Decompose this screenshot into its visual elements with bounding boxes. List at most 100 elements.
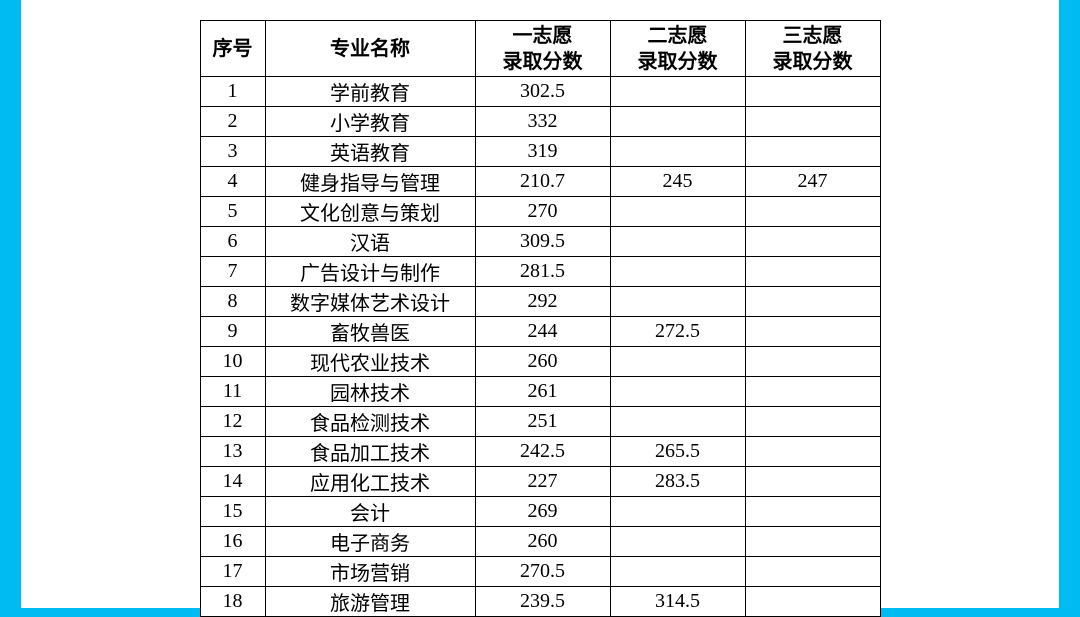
cell-score-2 <box>610 347 745 377</box>
table-body: 1学前教育302.52小学教育3323英语教育3194健身指导与管理210.72… <box>200 77 880 617</box>
cell-major-name: 市场营销 <box>265 557 475 587</box>
table-row: 2小学教育332 <box>200 107 880 137</box>
cell-score-3 <box>745 557 880 587</box>
cell-score-3 <box>745 317 880 347</box>
cell-score-2 <box>610 497 745 527</box>
cell-score-1: 251 <box>475 407 610 437</box>
cell-score-2 <box>610 77 745 107</box>
cell-score-2: 314.5 <box>610 587 745 617</box>
cell-index: 11 <box>200 377 265 407</box>
table-row: 7广告设计与制作281.5 <box>200 257 880 287</box>
cell-index: 3 <box>200 137 265 167</box>
cell-score-1: 244 <box>475 317 610 347</box>
cell-major-name: 畜牧兽医 <box>265 317 475 347</box>
cell-major-name: 现代农业技术 <box>265 347 475 377</box>
cell-score-2 <box>610 257 745 287</box>
header-major-name: 专业名称 <box>265 21 475 77</box>
table-header: 序号 专业名称 一志愿录取分数 二志愿录取分数 三志愿录取分数 <box>200 21 880 77</box>
cell-score-3 <box>745 227 880 257</box>
cell-score-2: 245 <box>610 167 745 197</box>
header-index: 序号 <box>200 21 265 77</box>
cell-major-name: 数字媒体艺术设计 <box>265 287 475 317</box>
cell-score-3 <box>745 137 880 167</box>
table-row: 16电子商务260 <box>200 527 880 557</box>
table-row: 12食品检测技术251 <box>200 407 880 437</box>
table-row: 5文化创意与策划270 <box>200 197 880 227</box>
cell-index: 15 <box>200 497 265 527</box>
cell-index: 8 <box>200 287 265 317</box>
cell-score-1: 270 <box>475 197 610 227</box>
cell-score-2 <box>610 227 745 257</box>
cell-major-name: 健身指导与管理 <box>265 167 475 197</box>
cell-score-1: 227 <box>475 467 610 497</box>
cell-index: 12 <box>200 407 265 437</box>
cell-major-name: 文化创意与策划 <box>265 197 475 227</box>
cell-index: 2 <box>200 107 265 137</box>
cell-index: 17 <box>200 557 265 587</box>
cell-score-1: 242.5 <box>475 437 610 467</box>
cell-score-1: 292 <box>475 287 610 317</box>
cell-index: 13 <box>200 437 265 467</box>
header-row: 序号 专业名称 一志愿录取分数 二志愿录取分数 三志愿录取分数 <box>200 21 880 77</box>
cell-score-1: 260 <box>475 347 610 377</box>
cell-index: 4 <box>200 167 265 197</box>
cell-index: 6 <box>200 227 265 257</box>
cell-index: 1 <box>200 77 265 107</box>
cell-major-name: 电子商务 <box>265 527 475 557</box>
cell-major-name: 食品检测技术 <box>265 407 475 437</box>
cell-score-1: 269 <box>475 497 610 527</box>
cell-score-3: 247 <box>745 167 880 197</box>
cell-major-name: 园林技术 <box>265 377 475 407</box>
cell-score-3 <box>745 107 880 137</box>
table-row: 15会计269 <box>200 497 880 527</box>
table-row: 1学前教育302.5 <box>200 77 880 107</box>
page-container: 序号 专业名称 一志愿录取分数 二志愿录取分数 三志愿录取分数 1学前教育302… <box>21 0 1059 608</box>
cell-score-1: 281.5 <box>475 257 610 287</box>
cell-major-name: 广告设计与制作 <box>265 257 475 287</box>
cell-major-name: 旅游管理 <box>265 587 475 617</box>
cell-index: 9 <box>200 317 265 347</box>
cell-score-3 <box>745 347 880 377</box>
cell-score-3 <box>745 257 880 287</box>
table-row: 13食品加工技术242.5265.5 <box>200 437 880 467</box>
cell-score-3 <box>745 407 880 437</box>
table-row: 14应用化工技术227283.5 <box>200 467 880 497</box>
cell-score-3 <box>745 497 880 527</box>
cell-score-2: 272.5 <box>610 317 745 347</box>
header-score-3: 三志愿录取分数 <box>745 21 880 77</box>
cell-score-3 <box>745 287 880 317</box>
table-row: 6汉语309.5 <box>200 227 880 257</box>
cell-major-name: 会计 <box>265 497 475 527</box>
table-row: 11园林技术261 <box>200 377 880 407</box>
table-row: 17市场营销270.5 <box>200 557 880 587</box>
cell-score-2 <box>610 107 745 137</box>
header-score-2: 二志愿录取分数 <box>610 21 745 77</box>
cell-score-2 <box>610 197 745 227</box>
cell-score-1: 302.5 <box>475 77 610 107</box>
cell-score-3 <box>745 377 880 407</box>
cell-major-name: 食品加工技术 <box>265 437 475 467</box>
cell-score-2: 265.5 <box>610 437 745 467</box>
cell-score-3 <box>745 527 880 557</box>
cell-score-2 <box>610 407 745 437</box>
cell-index: 18 <box>200 587 265 617</box>
cell-score-1: 332 <box>475 107 610 137</box>
cell-index: 5 <box>200 197 265 227</box>
cell-score-1: 319 <box>475 137 610 167</box>
cell-score-2 <box>610 137 745 167</box>
cell-score-1: 309.5 <box>475 227 610 257</box>
cell-index: 14 <box>200 467 265 497</box>
cell-score-1: 260 <box>475 527 610 557</box>
table-row: 9畜牧兽医244272.5 <box>200 317 880 347</box>
cell-score-3 <box>745 467 880 497</box>
cell-score-2 <box>610 527 745 557</box>
cell-score-3 <box>745 587 880 617</box>
cell-index: 10 <box>200 347 265 377</box>
cell-score-3 <box>745 77 880 107</box>
cell-score-2: 283.5 <box>610 467 745 497</box>
table-row: 8数字媒体艺术设计292 <box>200 287 880 317</box>
cell-score-1: 261 <box>475 377 610 407</box>
table-row: 3英语教育319 <box>200 137 880 167</box>
cell-major-name: 学前教育 <box>265 77 475 107</box>
cell-major-name: 应用化工技术 <box>265 467 475 497</box>
